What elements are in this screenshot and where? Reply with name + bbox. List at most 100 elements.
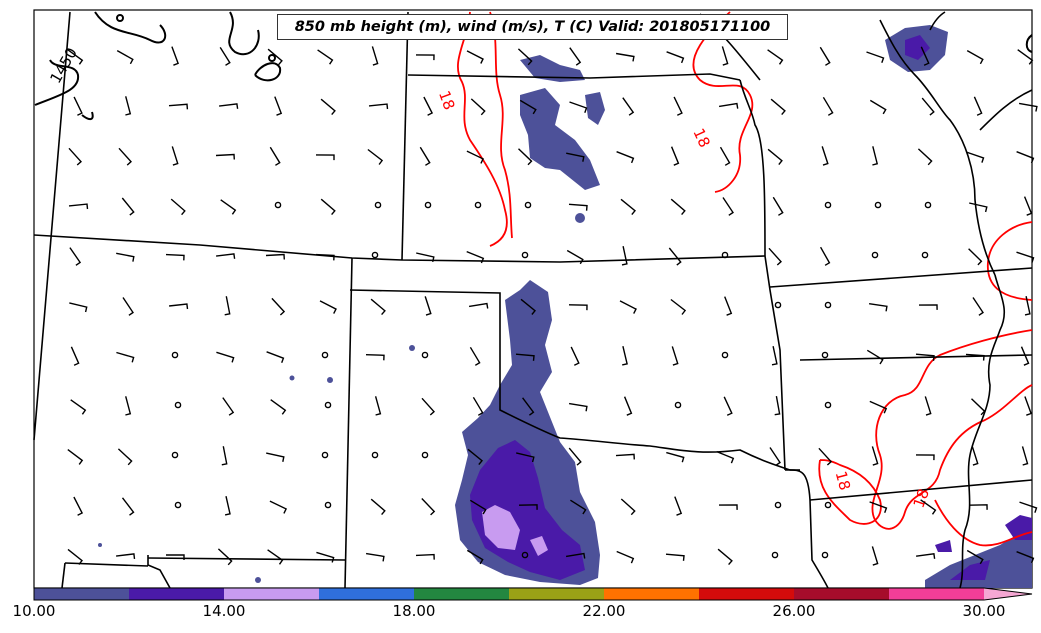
colorbar-bin xyxy=(319,588,415,600)
shaded-field xyxy=(98,25,1032,588)
calm-wind-circle xyxy=(824,301,832,309)
wind-barb xyxy=(568,447,582,466)
calm-wind-circle xyxy=(274,201,282,209)
wind-barb xyxy=(616,550,635,564)
state-borders xyxy=(33,11,1033,589)
wind-barb xyxy=(621,246,628,266)
wind-barb xyxy=(121,497,135,516)
wind-barb xyxy=(320,198,336,216)
wind-barb xyxy=(266,452,285,462)
wind-barb xyxy=(723,396,733,416)
wind-barb xyxy=(116,351,135,363)
wind-barb xyxy=(125,396,132,416)
wind-barb xyxy=(269,500,288,514)
wind-barb xyxy=(615,52,635,62)
wind-barb xyxy=(466,50,484,64)
wind-barb xyxy=(469,499,487,515)
wind-barb xyxy=(966,549,984,565)
calm-wind-circle xyxy=(321,351,329,359)
colorbar-bin xyxy=(889,588,985,600)
wind-barb xyxy=(769,447,781,466)
wind-barb xyxy=(222,397,235,416)
wind-barb xyxy=(518,504,538,510)
wind-barb xyxy=(666,451,685,463)
calm-wind-circle xyxy=(171,351,179,359)
wind-barb xyxy=(718,504,738,510)
calm-wind-circle xyxy=(821,351,829,359)
wind-barb xyxy=(818,447,833,466)
colorbar-tick-label: 14.00 xyxy=(202,602,246,620)
colorbar-bin xyxy=(34,588,130,600)
wind-barb xyxy=(822,96,834,116)
wind-barb xyxy=(421,397,435,416)
wind-barb xyxy=(821,146,829,166)
wind-barb xyxy=(868,303,888,312)
calm-wind-circle xyxy=(871,251,879,259)
calm-wind-circle xyxy=(424,201,432,209)
wind-barb xyxy=(869,400,888,414)
wind-barb xyxy=(269,146,281,166)
wind-barb xyxy=(421,498,436,516)
wind-barb xyxy=(570,499,587,515)
wind-barb xyxy=(1021,446,1029,466)
calm-wind-circle xyxy=(324,501,332,509)
wind-barb xyxy=(220,199,237,215)
wind-barb xyxy=(671,346,679,366)
wind-barb xyxy=(365,552,385,562)
calm-wind-circle xyxy=(421,351,429,359)
wind-barb xyxy=(267,549,284,565)
wind-barb xyxy=(670,198,686,216)
wind-barb xyxy=(69,247,82,266)
wind-barb xyxy=(70,399,87,415)
wind-barb xyxy=(472,396,484,416)
temperature-contours xyxy=(457,11,1033,547)
wind-barb xyxy=(1019,501,1038,513)
wind-barb xyxy=(965,353,985,361)
calm-wind-circle xyxy=(524,201,532,209)
calm-wind-circle xyxy=(921,251,929,259)
wind-barb xyxy=(266,351,285,364)
wind-barb xyxy=(70,346,80,366)
wind-barb xyxy=(772,196,784,216)
wind-barb xyxy=(871,546,879,566)
wind-barb xyxy=(871,446,879,466)
calm-wind-circle xyxy=(924,201,932,209)
wind-barb xyxy=(866,349,884,365)
wind-barb xyxy=(666,51,685,64)
wind-barb xyxy=(620,198,636,216)
wind-barb xyxy=(968,248,983,266)
wind-barb xyxy=(371,46,379,66)
temperature-contour-label-3: 18 xyxy=(832,469,854,492)
wind-barb xyxy=(918,304,938,310)
wind-barb xyxy=(169,303,189,310)
wind-barb xyxy=(620,498,636,516)
calm-wind-circle xyxy=(674,401,682,409)
wind-barb xyxy=(216,253,236,259)
wind-barb xyxy=(215,153,235,160)
wind-barb xyxy=(522,397,535,416)
wind-barb xyxy=(768,247,782,266)
wind-barb xyxy=(470,98,486,116)
wind-barb xyxy=(518,148,533,166)
wind-barb xyxy=(73,496,84,516)
wind-barb xyxy=(519,99,537,115)
wind-barb xyxy=(265,253,285,260)
calm-wind-circle xyxy=(371,251,379,259)
wind-barb xyxy=(717,548,733,566)
wind-barb xyxy=(319,300,337,314)
wind-barb xyxy=(216,351,235,363)
calm-wind-circle xyxy=(824,501,832,509)
wind-barb xyxy=(920,46,930,66)
wind-barb xyxy=(966,49,984,65)
wind-barb xyxy=(370,298,386,316)
colorbar-tick-label: 10.00 xyxy=(12,602,56,620)
wind-barb xyxy=(971,446,979,466)
wind-barb xyxy=(1016,151,1035,164)
colorbar-outline xyxy=(33,587,1033,601)
wind-barb xyxy=(623,396,633,416)
wind-barb xyxy=(568,402,588,412)
colorbar xyxy=(33,587,1033,601)
wind-barb xyxy=(370,498,386,516)
wind-barb xyxy=(367,148,384,165)
